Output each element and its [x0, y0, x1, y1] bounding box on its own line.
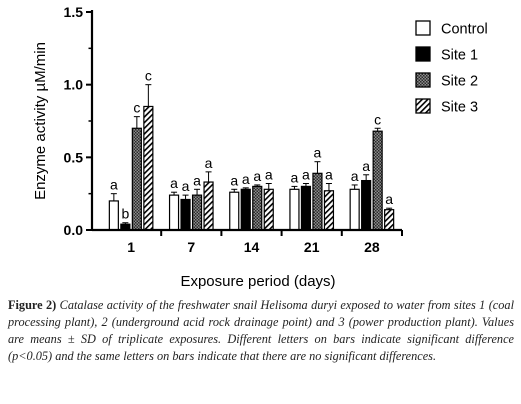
bar-site-3-day-1 [143, 105, 154, 231]
bar-site-1-day-21 [300, 185, 312, 231]
y-tick-label: 0.5 [64, 149, 84, 165]
legend-swatch-site-3 [415, 98, 431, 114]
x-tick-label: 21 [304, 239, 320, 255]
bar-control-day-28 [349, 188, 360, 231]
x-axis-label: Exposure period (days) [180, 273, 335, 290]
legend: Control Site 1 Site 2 Site 3 [415, 20, 488, 116]
bar-site-3-day-28 [384, 209, 395, 231]
bar-site-2-day-1 [131, 127, 142, 231]
significance-label: c [145, 68, 152, 84]
x-tick-label: 7 [187, 239, 195, 255]
bar-site-2-day-7 [191, 194, 203, 231]
significance-label: a [182, 178, 190, 194]
error-bars-layer [110, 84, 393, 225]
legend-label-site-2: Site 2 [441, 74, 478, 90]
y-axis-label: Enzyme activity µM/min [32, 42, 49, 200]
bar-site-1-day-14 [240, 188, 251, 231]
bar-control-day-14 [229, 191, 240, 231]
bar-site-2-day-21 [312, 172, 323, 231]
bar-site-2-day-14 [252, 185, 263, 231]
significance-label: a [302, 166, 310, 182]
significance-label: a [205, 155, 213, 171]
significance-label: a [193, 172, 201, 188]
bar-site-2-day-28 [372, 130, 383, 231]
bar-control-day-21 [289, 188, 300, 231]
legend-label-site-1: Site 1 [441, 48, 478, 64]
bar-site-3-day-7 [203, 181, 214, 231]
x-tick-label: 14 [244, 239, 260, 255]
bar-control-day-1 [108, 200, 119, 231]
y-tick-label: 1.5 [64, 4, 84, 20]
bar-site-1-day-7 [180, 198, 191, 231]
significance-label: a [230, 172, 238, 188]
significance-label: c [133, 100, 140, 116]
caption-text: Catalase activity of the freshwater snai… [8, 298, 514, 363]
x-tick-label: 1 [127, 239, 135, 255]
y-tick-label: 0.0 [64, 222, 84, 238]
significance-label: a [242, 171, 250, 187]
significance-label: a [314, 145, 322, 161]
significance-label: a [325, 166, 333, 182]
significance-label: a [385, 191, 393, 207]
x-axis: 1 7 14 21 28 [92, 228, 403, 255]
legend-label-control: Control [441, 22, 488, 38]
significance-label: a [170, 175, 178, 191]
legend-swatch-control [415, 20, 431, 36]
significance-label: b [121, 206, 129, 222]
significance-label: a [265, 166, 273, 182]
caption-label: Figure 2) [8, 298, 57, 312]
significance-label: a [291, 169, 299, 185]
significance-label: a [362, 158, 370, 174]
x-tick-label: 28 [364, 239, 380, 255]
significance-label: c [374, 111, 381, 127]
y-tick-label: 1.0 [64, 77, 84, 93]
significance-label: a [253, 168, 261, 184]
legend-swatch-site-1 [415, 46, 431, 62]
significance-label: a [351, 168, 359, 184]
bar-site-1-day-28 [361, 179, 372, 231]
bar-site-3-day-21 [323, 190, 335, 231]
y-axis: 0.0 0.5 1.0 1.5 [64, 4, 94, 238]
significance-label: a [110, 177, 118, 193]
legend-label-site-3: Site 3 [441, 100, 478, 116]
legend-swatch-site-2 [415, 72, 431, 88]
bar-control-day-7 [168, 194, 180, 231]
figure-caption: Figure 2) Catalase activity of the fresh… [8, 297, 514, 365]
bar-site-3-day-14 [263, 188, 274, 231]
